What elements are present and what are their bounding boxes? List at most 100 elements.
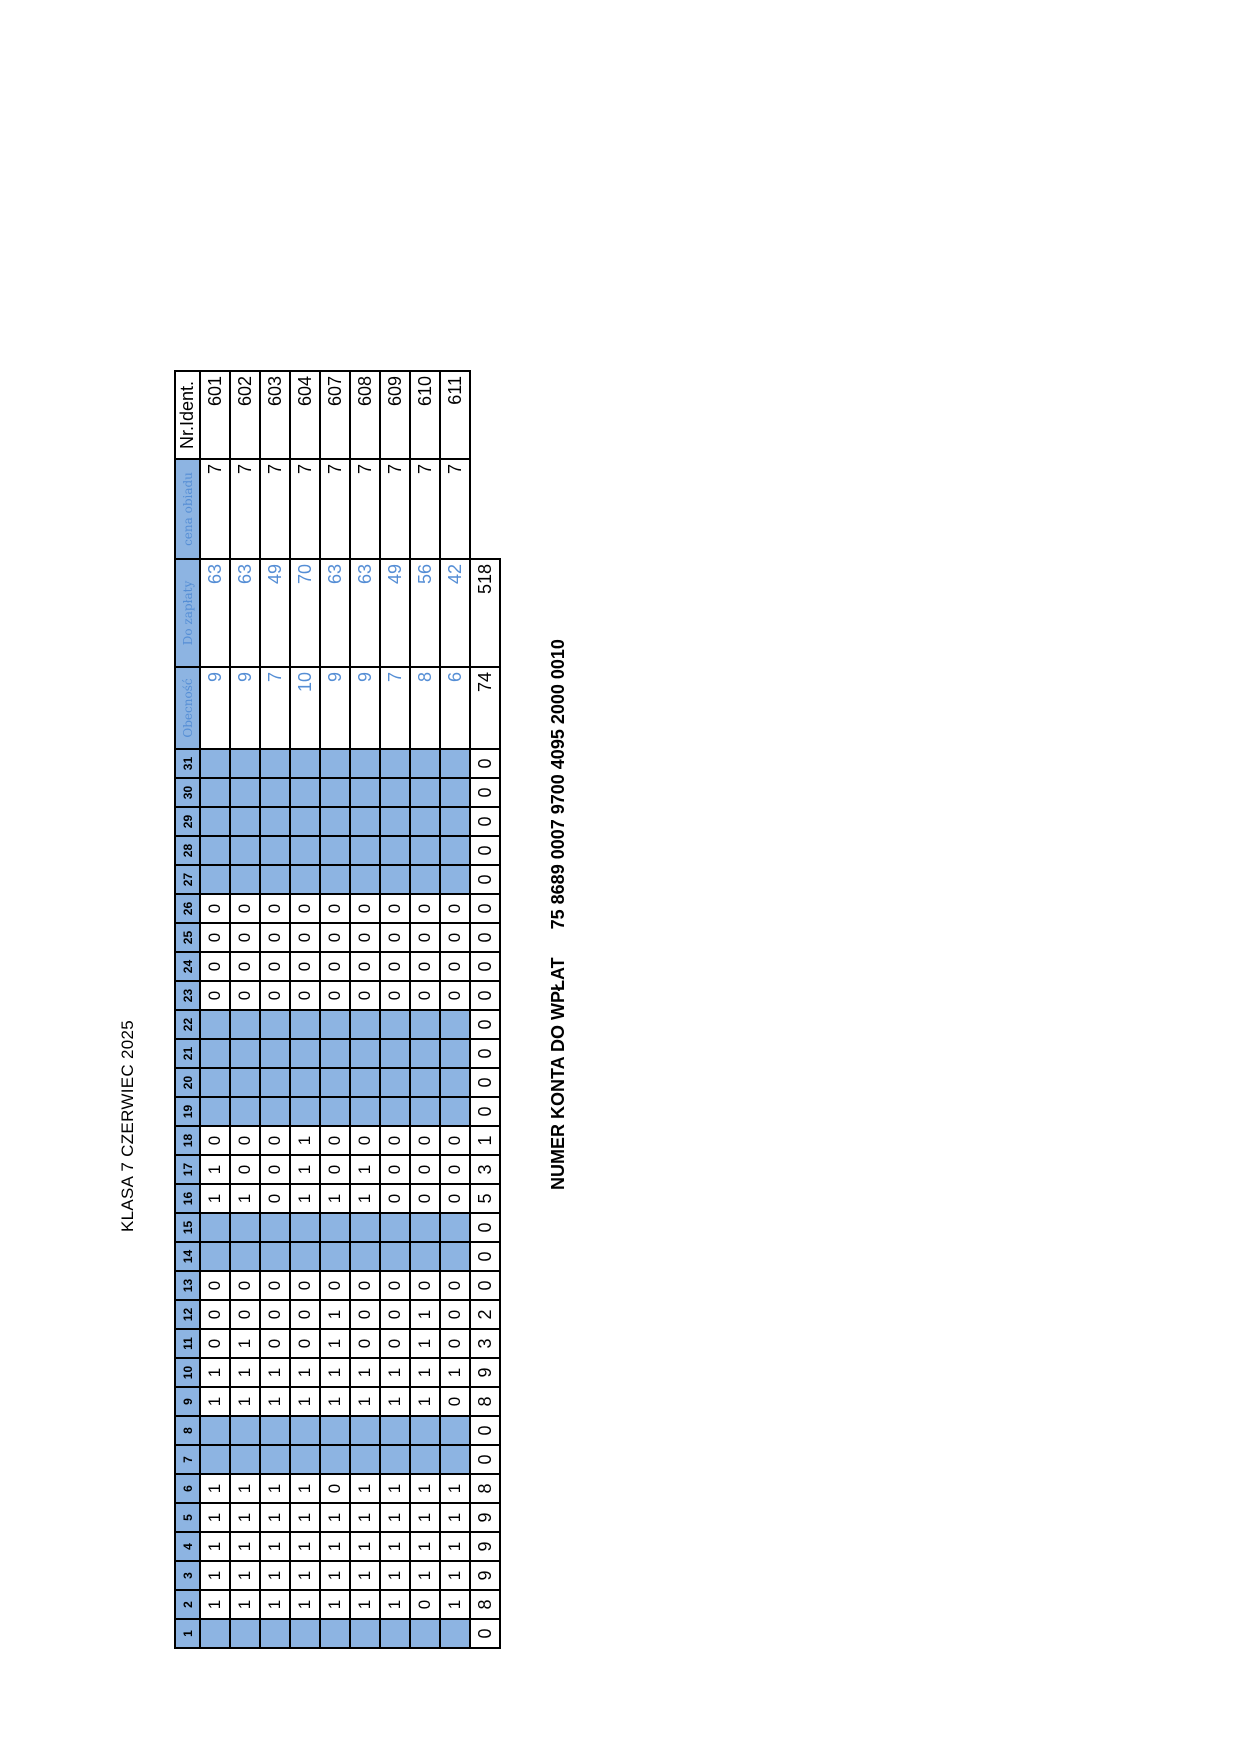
day-cell: 1 (230, 1532, 260, 1561)
cena-obiadu-cell: 7 (440, 459, 470, 559)
day-cell: 1 (200, 1387, 230, 1416)
day-cell: 1 (410, 1561, 440, 1590)
day-header: 24 (175, 952, 200, 981)
weekend-cell (290, 865, 320, 894)
weekend-cell (290, 749, 320, 778)
weekend-cell (320, 1213, 350, 1242)
cena-obiadu-cell: 7 (260, 459, 290, 559)
weekend-cell (290, 1242, 320, 1271)
weekend-cell (200, 1445, 230, 1474)
day-cell: 0 (410, 1590, 440, 1619)
weekend-cell (320, 1416, 350, 1445)
weekend-cell (440, 1097, 470, 1126)
weekend-cell (230, 1213, 260, 1242)
do-zaplaty-cell: 63 (230, 559, 260, 667)
total-day-cell: 8 (470, 1387, 500, 1416)
day-cell: 0 (380, 894, 410, 923)
weekend-cell (410, 1416, 440, 1445)
weekend-cell (410, 1242, 440, 1271)
day-cell: 0 (230, 1300, 260, 1329)
day-cell: 1 (410, 1358, 440, 1387)
day-cell: 1 (440, 1532, 470, 1561)
total-day-cell: 0 (470, 981, 500, 1010)
day-cell: 1 (230, 1358, 260, 1387)
day-cell: 1 (230, 1184, 260, 1213)
empty-cell (470, 371, 500, 459)
obecnosc-cell: 10 (290, 667, 320, 749)
day-cell: 0 (440, 1126, 470, 1155)
day-cell: 0 (230, 923, 260, 952)
total-day-cell: 9 (470, 1358, 500, 1387)
weekend-cell (200, 1010, 230, 1039)
weekend-cell (380, 1213, 410, 1242)
weekend-cell (380, 1010, 410, 1039)
weekend-cell (440, 1068, 470, 1097)
day-cell: 0 (380, 923, 410, 952)
day-cell: 1 (380, 1532, 410, 1561)
day-header: 29 (175, 807, 200, 836)
day-header: 23 (175, 981, 200, 1010)
table-row: 1 1 1 1 1 1 1 1 0 0 1 0 0 0 0 0 0 9 63 7 602 (230, 371, 260, 1648)
day-cell: 1 (290, 1358, 320, 1387)
obecnosc-cell: 8 (410, 667, 440, 749)
day-cell: 0 (380, 1126, 410, 1155)
day-cell: 1 (320, 1300, 350, 1329)
total-day-cell: 1 (470, 1126, 500, 1155)
weekend-cell (290, 1068, 320, 1097)
cena-obiadu-cell: 7 (200, 459, 230, 559)
weekend-cell (440, 1039, 470, 1068)
day-header: 28 (175, 836, 200, 865)
account-info: NUMER KONTA DO WPŁAT 75 8689 0007 9700 40… (548, 639, 569, 1190)
day-cell: 0 (410, 952, 440, 981)
weekend-cell (230, 1619, 260, 1648)
weekend-cell (260, 1097, 290, 1126)
day-cell: 0 (290, 952, 320, 981)
weekend-cell (230, 1068, 260, 1097)
table-row: 1 1 1 1 1 1 1 0 0 0 1 1 0 0 0 0 0 9 63 7 601 (200, 371, 230, 1648)
day-cell: 0 (440, 981, 470, 1010)
weekend-cell (440, 1010, 470, 1039)
weekend-cell (380, 1039, 410, 1068)
day-cell: 1 (320, 1387, 350, 1416)
weekend-cell (350, 865, 380, 894)
total-day-cell: 0 (470, 952, 500, 981)
day-header: 20 (175, 1068, 200, 1097)
weekend-cell (350, 836, 380, 865)
day-cell: 0 (290, 894, 320, 923)
day-cell: 0 (410, 923, 440, 952)
day-cell: 0 (350, 1126, 380, 1155)
total-day-cell: 0 (470, 807, 500, 836)
day-header: 18 (175, 1126, 200, 1155)
day-cell: 1 (350, 1561, 380, 1590)
header-cena-obiadu: cena obiadu (175, 459, 200, 559)
do-zaplaty-cell: 63 (320, 559, 350, 667)
day-cell: 1 (350, 1387, 380, 1416)
day-cell: 0 (200, 894, 230, 923)
weekend-cell (410, 865, 440, 894)
weekend-cell (410, 1039, 440, 1068)
do-zaplaty-cell: 63 (350, 559, 380, 667)
weekend-cell (350, 749, 380, 778)
total-day-cell: 9 (470, 1561, 500, 1590)
day-cell: 1 (440, 1503, 470, 1532)
day-header: 12 (175, 1300, 200, 1329)
day-cell: 1 (230, 1503, 260, 1532)
weekend-cell (410, 807, 440, 836)
weekend-cell (260, 865, 290, 894)
day-cell: 0 (260, 1126, 290, 1155)
weekend-cell (290, 807, 320, 836)
weekend-cell (290, 1416, 320, 1445)
weekend-cell (290, 1097, 320, 1126)
total-day-cell: 0 (470, 1416, 500, 1445)
day-cell: 1 (200, 1532, 230, 1561)
day-cell: 0 (260, 952, 290, 981)
weekend-cell (410, 1445, 440, 1474)
weekend-cell (320, 749, 350, 778)
weekend-cell (410, 1010, 440, 1039)
weekend-cell (380, 1068, 410, 1097)
total-day-cell: 0 (470, 1097, 500, 1126)
day-cell: 0 (230, 952, 260, 981)
day-cell: 1 (200, 1155, 230, 1184)
day-cell: 1 (440, 1358, 470, 1387)
obecnosc-cell: 7 (380, 667, 410, 749)
